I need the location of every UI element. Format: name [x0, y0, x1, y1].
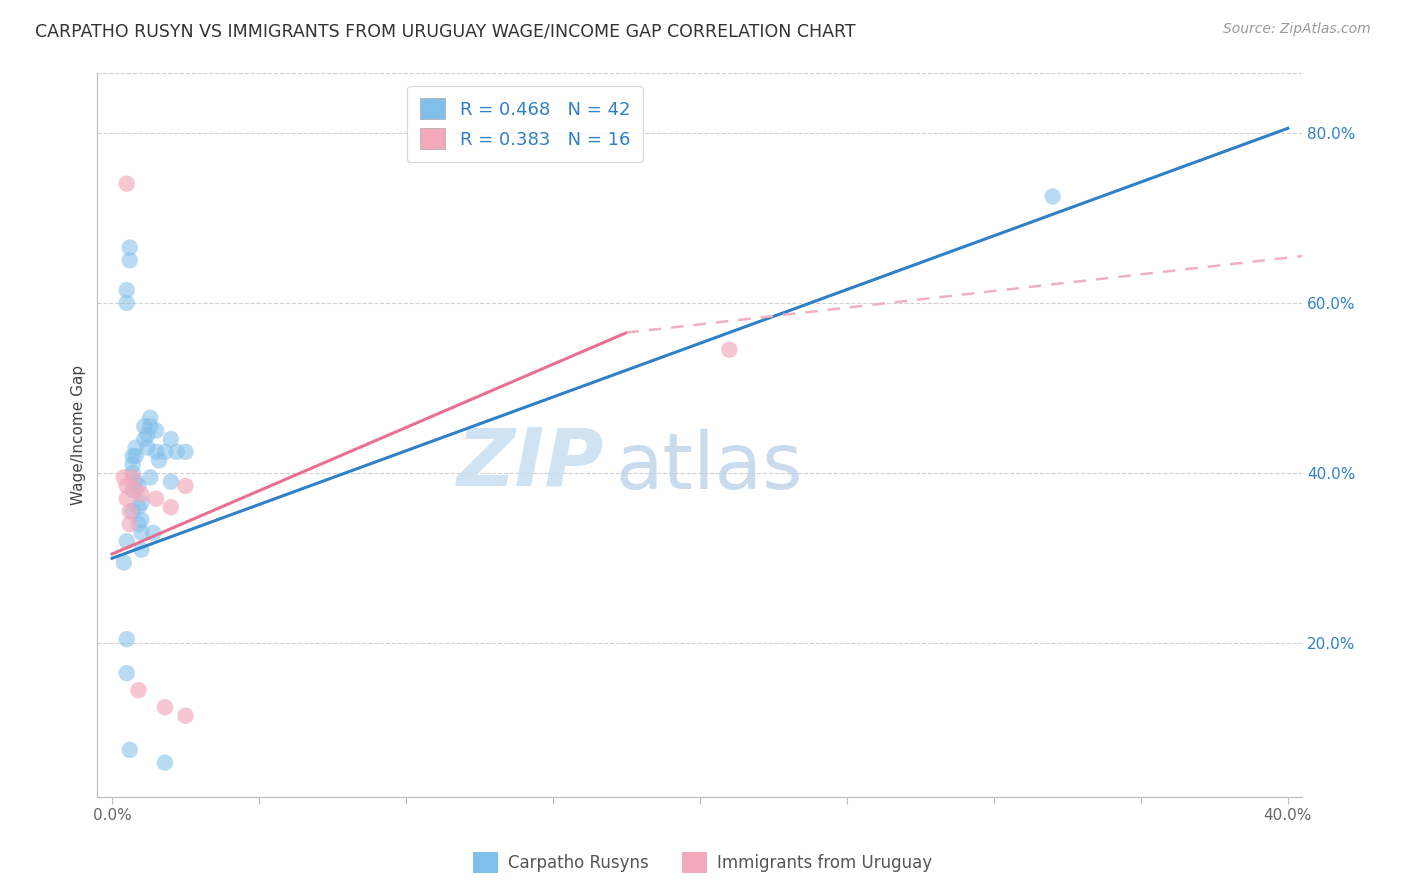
Text: Source: ZipAtlas.com: Source: ZipAtlas.com	[1223, 22, 1371, 37]
Point	[174, 708, 197, 723]
Point	[124, 483, 146, 498]
Point	[131, 487, 153, 501]
Point	[118, 253, 141, 268]
Text: ZIP: ZIP	[456, 425, 603, 503]
Point	[115, 534, 138, 549]
Point	[115, 491, 138, 506]
Point	[160, 432, 183, 446]
Point	[112, 470, 135, 484]
Legend: R = 0.468   N = 42, R = 0.383   N = 16: R = 0.468 N = 42, R = 0.383 N = 16	[408, 86, 643, 161]
Point	[153, 445, 176, 459]
Point	[131, 496, 153, 510]
Point	[174, 479, 197, 493]
Point	[124, 441, 146, 455]
Point	[145, 424, 167, 438]
Point	[115, 283, 138, 297]
Point	[139, 419, 162, 434]
Point	[115, 479, 138, 493]
Point	[153, 700, 176, 714]
Point	[136, 441, 159, 455]
Point	[121, 483, 143, 498]
Point	[131, 513, 153, 527]
Point	[153, 756, 176, 770]
Point	[131, 525, 153, 540]
Point	[121, 449, 143, 463]
Point	[118, 743, 141, 757]
Point	[124, 475, 146, 489]
Point	[145, 491, 167, 506]
Point	[121, 466, 143, 480]
Point	[166, 445, 188, 459]
Point	[115, 632, 138, 647]
Point	[121, 470, 143, 484]
Point	[128, 479, 150, 493]
Point	[718, 343, 741, 357]
Text: atlas: atlas	[616, 429, 803, 506]
Point	[128, 683, 150, 698]
Point	[160, 500, 183, 515]
Point	[134, 419, 156, 434]
Point	[121, 504, 143, 518]
Point	[121, 458, 143, 472]
Point	[118, 240, 141, 254]
Point	[136, 427, 159, 442]
Point	[148, 453, 170, 467]
Point	[115, 296, 138, 310]
Point	[1042, 189, 1064, 203]
Point	[139, 410, 162, 425]
Text: CARPATHO RUSYN VS IMMIGRANTS FROM URUGUAY WAGE/INCOME GAP CORRELATION CHART: CARPATHO RUSYN VS IMMIGRANTS FROM URUGUA…	[35, 22, 856, 40]
Y-axis label: Wage/Income Gap: Wage/Income Gap	[72, 365, 86, 505]
Point	[118, 517, 141, 532]
Point	[124, 449, 146, 463]
Point	[128, 517, 150, 532]
Point	[115, 177, 138, 191]
Point	[115, 666, 138, 681]
Legend: Carpatho Rusyns, Immigrants from Uruguay: Carpatho Rusyns, Immigrants from Uruguay	[467, 846, 939, 880]
Point	[112, 556, 135, 570]
Point	[145, 445, 167, 459]
Point	[128, 500, 150, 515]
Point	[118, 504, 141, 518]
Point	[131, 542, 153, 557]
Point	[142, 525, 165, 540]
Point	[160, 475, 183, 489]
Point	[139, 470, 162, 484]
Point	[174, 445, 197, 459]
Point	[134, 432, 156, 446]
